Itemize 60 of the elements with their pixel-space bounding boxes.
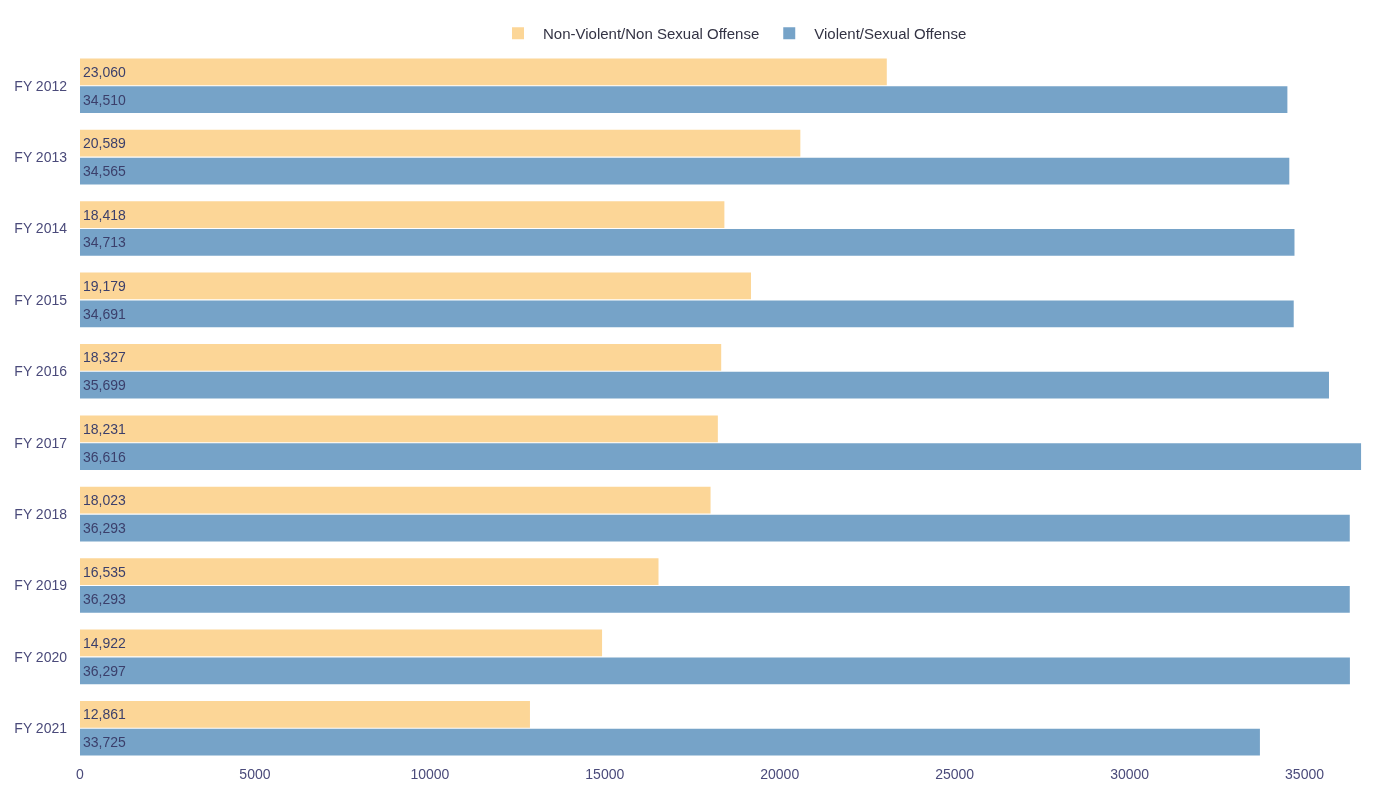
x-tick-label: 15000 (585, 766, 625, 782)
data-label: 20,589 (83, 135, 127, 152)
data-label: 18,327 (83, 349, 127, 366)
legend-label: Non-Violent/Non Sexual Offense (543, 25, 760, 43)
bar (80, 157, 1290, 185)
bar (80, 657, 1350, 685)
bar (80, 129, 801, 157)
y-tick-label: FY 2014 (14, 220, 68, 237)
bar (80, 86, 1288, 113)
bar (80, 300, 1294, 328)
bar (80, 415, 718, 443)
data-label: 36,293 (83, 591, 127, 608)
y-tick-label: FY 2019 (14, 577, 68, 594)
data-label: 18,231 (83, 420, 127, 437)
data-label: 34,691 (83, 305, 127, 322)
y-tick-label: FY 2012 (14, 77, 68, 94)
y-tick-label: FY 2017 (14, 434, 68, 451)
y-tick-label: FY 2015 (14, 291, 68, 308)
bar (80, 486, 711, 514)
bar (80, 586, 1350, 613)
bar (80, 558, 659, 585)
x-tick-label: 0 (76, 766, 85, 782)
data-label: 19,179 (83, 277, 127, 294)
y-tick-label: FY 2013 (14, 149, 68, 165)
bar (80, 629, 603, 657)
x-tick-label: 20000 (760, 766, 800, 782)
y-tick-label: FY 2018 (14, 506, 68, 522)
data-label: 34,565 (83, 163, 127, 180)
data-label: 36,616 (83, 448, 127, 465)
data-label: 34,510 (83, 91, 127, 108)
data-label: 14,922 (83, 634, 127, 651)
x-tick-label: 5000 (239, 766, 271, 782)
data-label: 36,293 (83, 520, 127, 537)
data-label: 23,060 (83, 63, 127, 80)
x-tick-label: 35000 (1285, 766, 1325, 782)
x-tick-label: 10000 (410, 766, 450, 782)
data-label: 18,023 (83, 492, 127, 509)
data-label: 36,297 (83, 662, 127, 679)
bar (80, 443, 1362, 470)
bar (80, 728, 1260, 756)
data-label: 12,861 (83, 706, 127, 723)
x-tick-label: 25000 (935, 766, 975, 782)
data-label: 16,535 (83, 563, 127, 580)
bar (80, 344, 722, 371)
x-tick-label: 30000 (1110, 766, 1150, 782)
data-label: 18,418 (83, 206, 127, 223)
bar (80, 514, 1350, 542)
y-tick-label: FY 2016 (14, 363, 68, 380)
y-tick-label: FY 2021 (14, 720, 68, 737)
bar (80, 58, 887, 86)
bar (80, 201, 725, 228)
bar (80, 272, 752, 300)
data-label: 34,713 (83, 234, 127, 251)
data-label: 33,725 (83, 734, 127, 751)
data-label: 35,699 (83, 377, 127, 394)
bar (80, 229, 1295, 256)
bar (80, 371, 1329, 399)
y-tick-label: FY 2020 (14, 648, 68, 665)
legend-label: Violent/Sexual Offense (814, 25, 967, 43)
bar (80, 701, 530, 728)
